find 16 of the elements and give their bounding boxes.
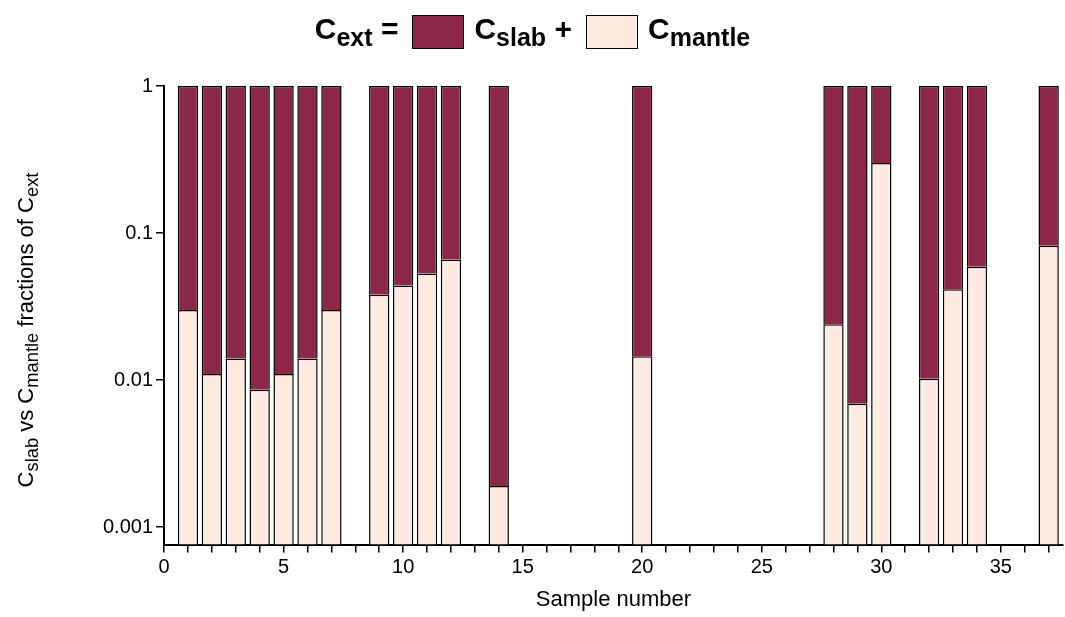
legend-label: C$_{mantle}$ (647, 12, 751, 52)
x-tick-label: 15 (511, 555, 534, 578)
chart-title: C$_{ext}$ = (314, 12, 399, 52)
y-tick-label: 0.001 (102, 514, 154, 537)
x-tick-label: 5 (278, 555, 290, 578)
x-tick-label: 0 (158, 555, 170, 578)
x-tick-label: 30 (870, 555, 893, 578)
x-axis-title: Sample number (535, 585, 692, 611)
x-tick-label: 25 (750, 555, 773, 578)
x-tick-label: 20 (631, 555, 654, 578)
x-tick-label: 35 (989, 555, 1012, 578)
y-tick-label: 0.01 (114, 367, 154, 390)
y-tick-label: 1 (141, 73, 154, 96)
x-tick-label: 10 (392, 555, 415, 578)
legend-label: C$_{slab}$ + (474, 12, 572, 52)
y-tick-label: 0.1 (125, 220, 154, 243)
